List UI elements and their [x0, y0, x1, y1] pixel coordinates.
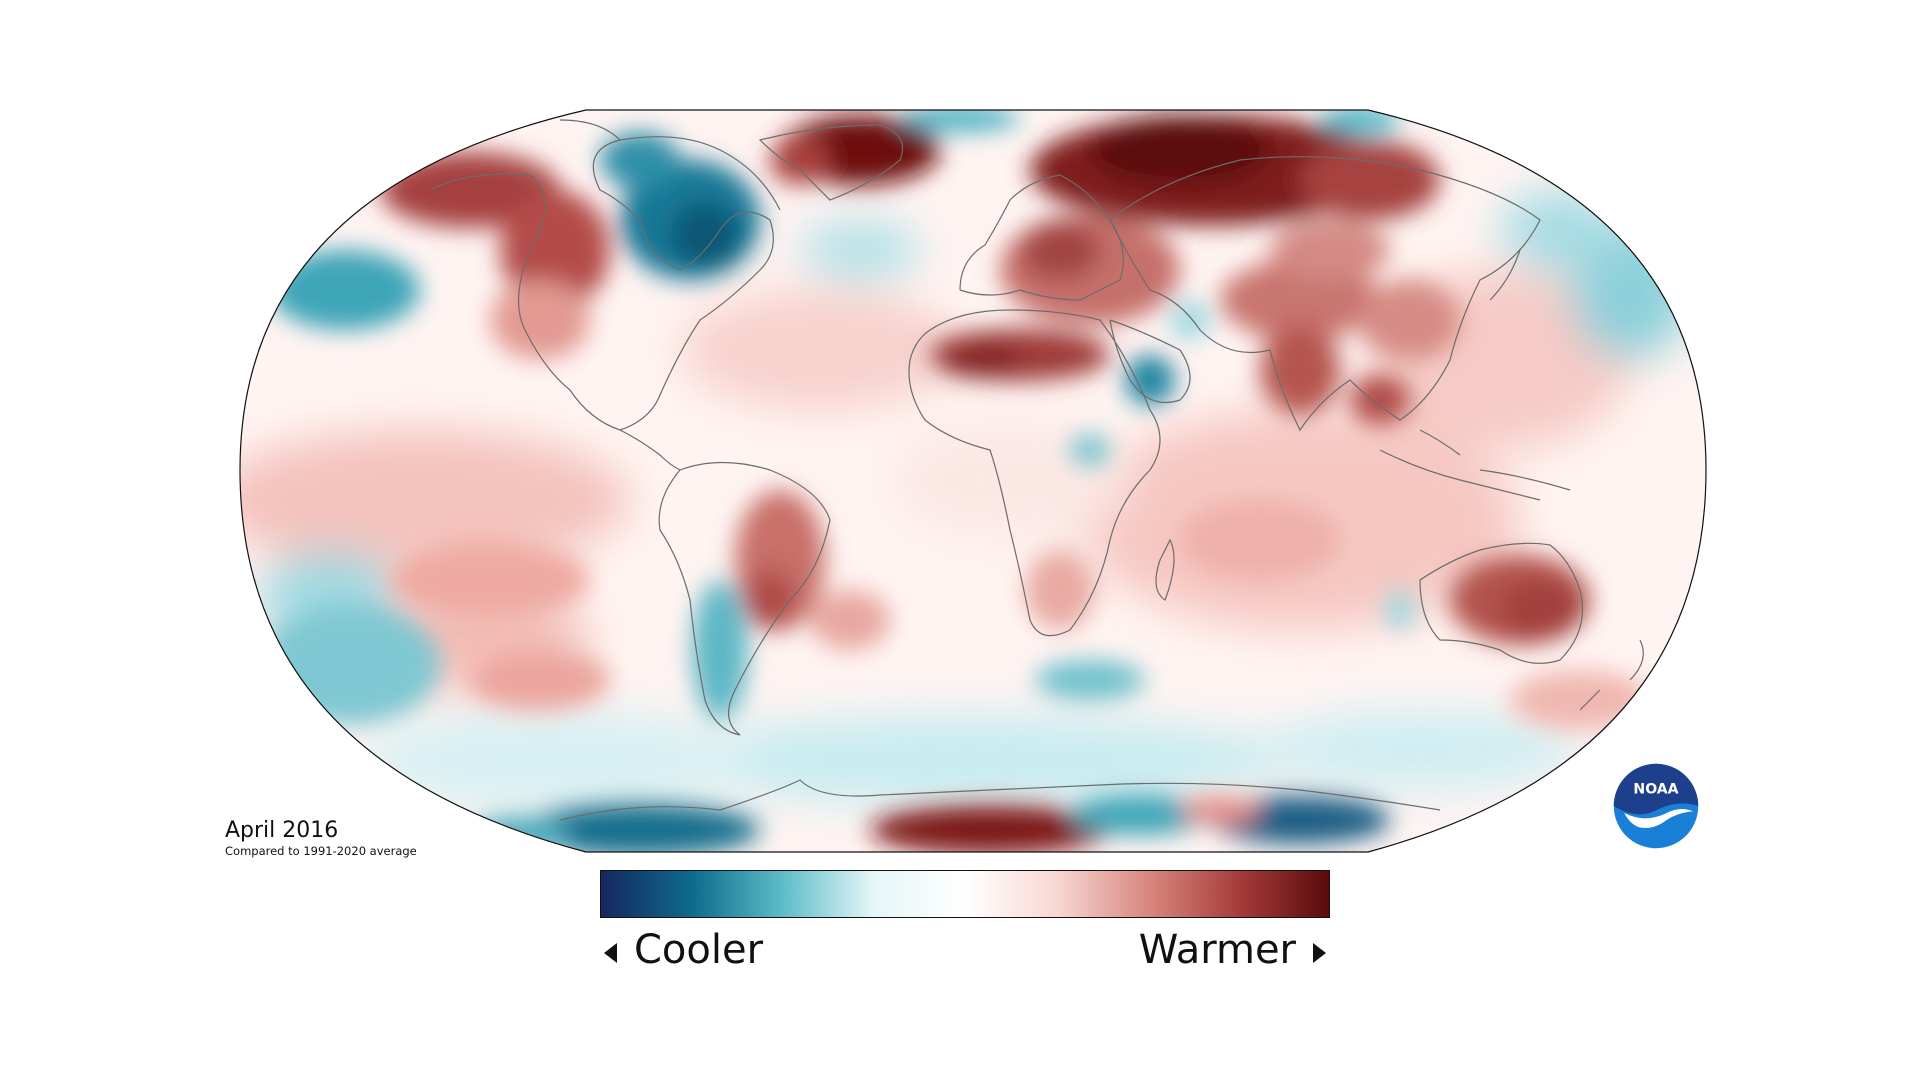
coast-arabia: [1109, 319, 1191, 404]
coast-antarctica: [559, 779, 1441, 821]
baseline-note: Compared to 1991-2020 average: [225, 844, 417, 858]
gull-icon: [1624, 809, 1693, 828]
temperature-colorbar: [600, 870, 1330, 918]
coast-africa: [908, 309, 1161, 637]
coast-japan: [1489, 249, 1521, 301]
coast-central-america: [619, 429, 681, 471]
coast-new-zealand: [1579, 639, 1644, 711]
colorbar-labels: Cooler Warmer: [600, 922, 1330, 978]
coast-south-america: [658, 461, 831, 736]
noaa-logo: NOAA: [1613, 763, 1699, 849]
coast-se-asia: [1379, 429, 1571, 501]
logo-top: [1613, 763, 1699, 815]
logo-text: NOAA: [1633, 782, 1678, 798]
map-border: [239, 109, 1707, 853]
strong-anomalies: [260, 110, 1650, 852]
cooler-label: Cooler: [634, 927, 764, 973]
coast-north-america: [429, 119, 781, 431]
map-caption: April 2016 Compared to 1991-2020 average: [225, 818, 417, 858]
coastlines: [429, 119, 1644, 821]
coast-australia: [1419, 542, 1584, 664]
coast-madagascar: [1155, 538, 1175, 601]
anomaly-field: [240, 110, 1706, 852]
coast-greenland: [758, 124, 904, 201]
period-label: April 2016: [225, 818, 339, 843]
right-arrow-icon: [1313, 943, 1326, 963]
coast-asia: [1109, 156, 1541, 432]
left-arrow-icon: [604, 943, 617, 963]
warmer-label: Warmer: [1138, 927, 1296, 973]
